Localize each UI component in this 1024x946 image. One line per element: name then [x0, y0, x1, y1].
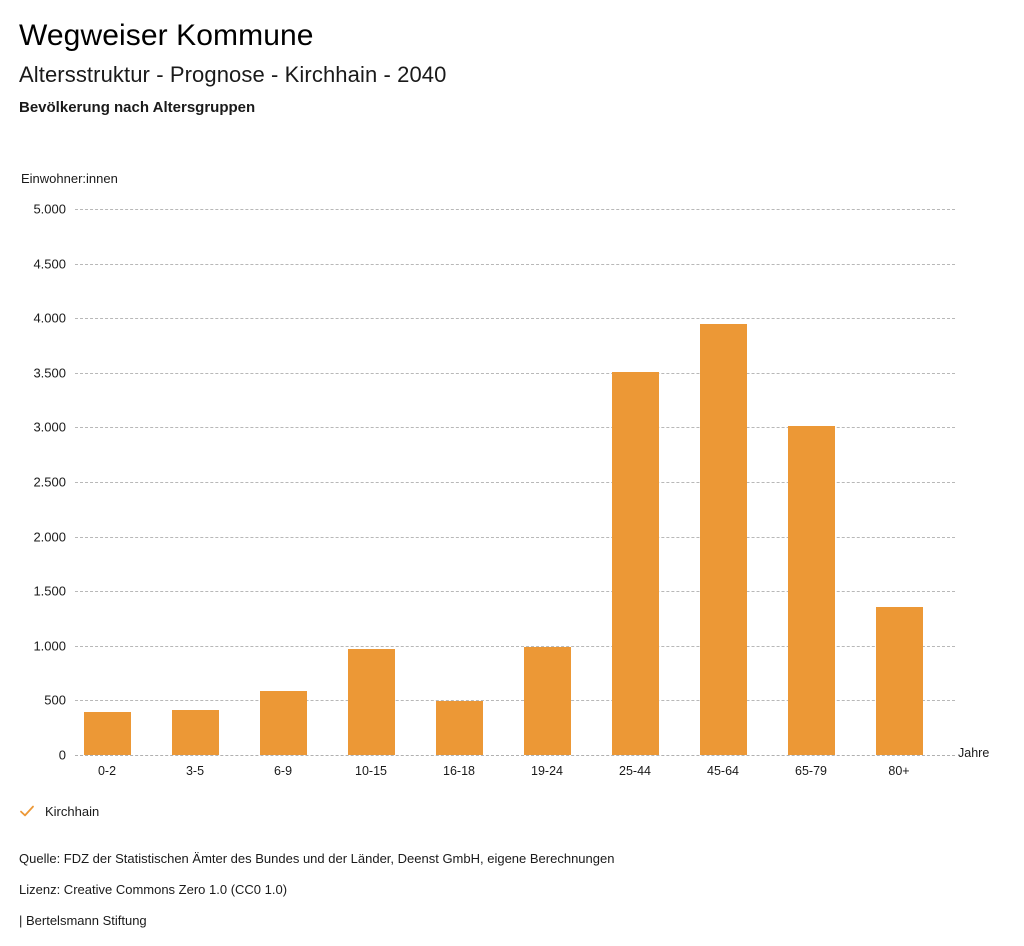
bar[interactable]: [612, 371, 659, 755]
gridline: [75, 482, 955, 483]
bar-slot: [867, 209, 955, 755]
y-axis-tick-label: 2.500: [33, 474, 66, 490]
gridline: [75, 645, 955, 647]
bar-slot: [691, 209, 779, 755]
y-axis-tick-label: 3.000: [33, 419, 66, 435]
y-axis-tick-label: 2.000: [33, 529, 66, 545]
bar-slot: [427, 209, 515, 755]
gridline: [75, 427, 955, 429]
gridline: [75, 372, 955, 374]
bar-slot: [779, 209, 867, 755]
x-axis-tick-label: 45-64: [707, 764, 739, 778]
chart-sub-subtitle: Bevölkerung nach Altersgruppen: [19, 99, 256, 116]
bar-slot: [603, 209, 691, 755]
gridline: [75, 209, 955, 210]
footer-license: Lizenz: Creative Commons Zero 1.0 (CC0 1…: [19, 882, 288, 897]
bar-slot: [251, 209, 339, 755]
bar-slot: [515, 209, 603, 755]
x-axis-tick-label: 6-9: [273, 764, 293, 778]
y-axis-tick-label: 1.000: [33, 638, 66, 654]
bar-slot: [75, 209, 163, 755]
y-axis-tick-label: 5.000: [33, 201, 66, 217]
y-axis-tick-label: 0: [58, 747, 66, 763]
gridline: [75, 591, 955, 593]
bar[interactable]: [700, 324, 747, 755]
bar[interactable]: [172, 710, 219, 755]
bar-slot: [339, 209, 427, 755]
gridline: [75, 318, 955, 320]
gridline: [75, 755, 955, 756]
bar[interactable]: [788, 426, 835, 755]
footer-source: Quelle: FDZ der Statistischen Ämter des …: [19, 851, 615, 866]
bar[interactable]: [876, 607, 923, 755]
x-axis-tick-label: 3-5: [185, 764, 205, 778]
bar[interactable]: [84, 712, 131, 755]
x-axis-tick-label: 0-2: [97, 764, 117, 778]
legend-item-label: Kirchhain: [45, 803, 100, 819]
page-title: Wegweiser Kommune: [19, 19, 314, 52]
y-axis-tick-label: 500: [44, 692, 66, 708]
chart-footer: Quelle: FDZ der Statistischen Ämter des …: [19, 843, 614, 936]
gridline: [75, 700, 955, 702]
x-axis-tick-label: 25-44: [619, 764, 651, 778]
bar[interactable]: [260, 690, 307, 755]
x-axis-tick-label: 65-79: [795, 764, 827, 778]
x-axis-name: Jahre: [958, 746, 990, 760]
bar[interactable]: [436, 700, 483, 755]
y-axis-tick-label: 4.000: [33, 310, 66, 326]
check-icon: [20, 805, 34, 817]
bar-slot: [163, 209, 251, 755]
chart-subtitle: Altersstruktur - Prognose - Kirchhain - …: [19, 62, 447, 87]
x-axis-tick-label: 16-18: [443, 764, 475, 778]
y-axis-tick-label: 3.500: [33, 365, 66, 381]
y-axis-tick-label: 1.500: [33, 583, 66, 599]
bar[interactable]: [348, 649, 395, 755]
bar[interactable]: [524, 647, 571, 755]
gridline: [75, 536, 955, 538]
x-axis-tick-label: 10-15: [355, 764, 387, 778]
y-axis-unit-label: Einwohner:innen: [21, 171, 118, 186]
gridline: [75, 263, 955, 265]
bar-series-kirchhain: [75, 209, 955, 755]
chart-header: Wegweiser Kommune Altersstruktur - Progn…: [0, 0, 1024, 118]
footer-publisher: | Bertelsmann Stiftung: [19, 913, 147, 928]
chart-legend[interactable]: Kirchhain: [19, 803, 99, 819]
y-axis-tick-label: 4.500: [33, 256, 66, 272]
plot-area: [75, 209, 955, 756]
x-axis-tick-label: 19-24: [531, 764, 563, 778]
x-axis-tick-label: 80+: [888, 764, 910, 778]
